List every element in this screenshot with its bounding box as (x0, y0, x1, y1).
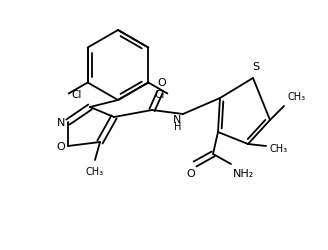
Text: H: H (174, 122, 181, 132)
Text: O: O (57, 142, 65, 152)
Text: NH₂: NH₂ (233, 168, 254, 178)
Text: CH₃: CH₃ (86, 166, 104, 176)
Text: N: N (173, 114, 181, 124)
Text: O: O (187, 168, 195, 178)
Text: Cl: Cl (154, 89, 164, 99)
Text: N: N (57, 118, 65, 128)
Text: O: O (158, 78, 166, 88)
Text: CH₃: CH₃ (287, 92, 305, 102)
Text: S: S (253, 62, 259, 72)
Text: Cl: Cl (72, 89, 82, 99)
Text: CH₃: CH₃ (269, 144, 287, 154)
